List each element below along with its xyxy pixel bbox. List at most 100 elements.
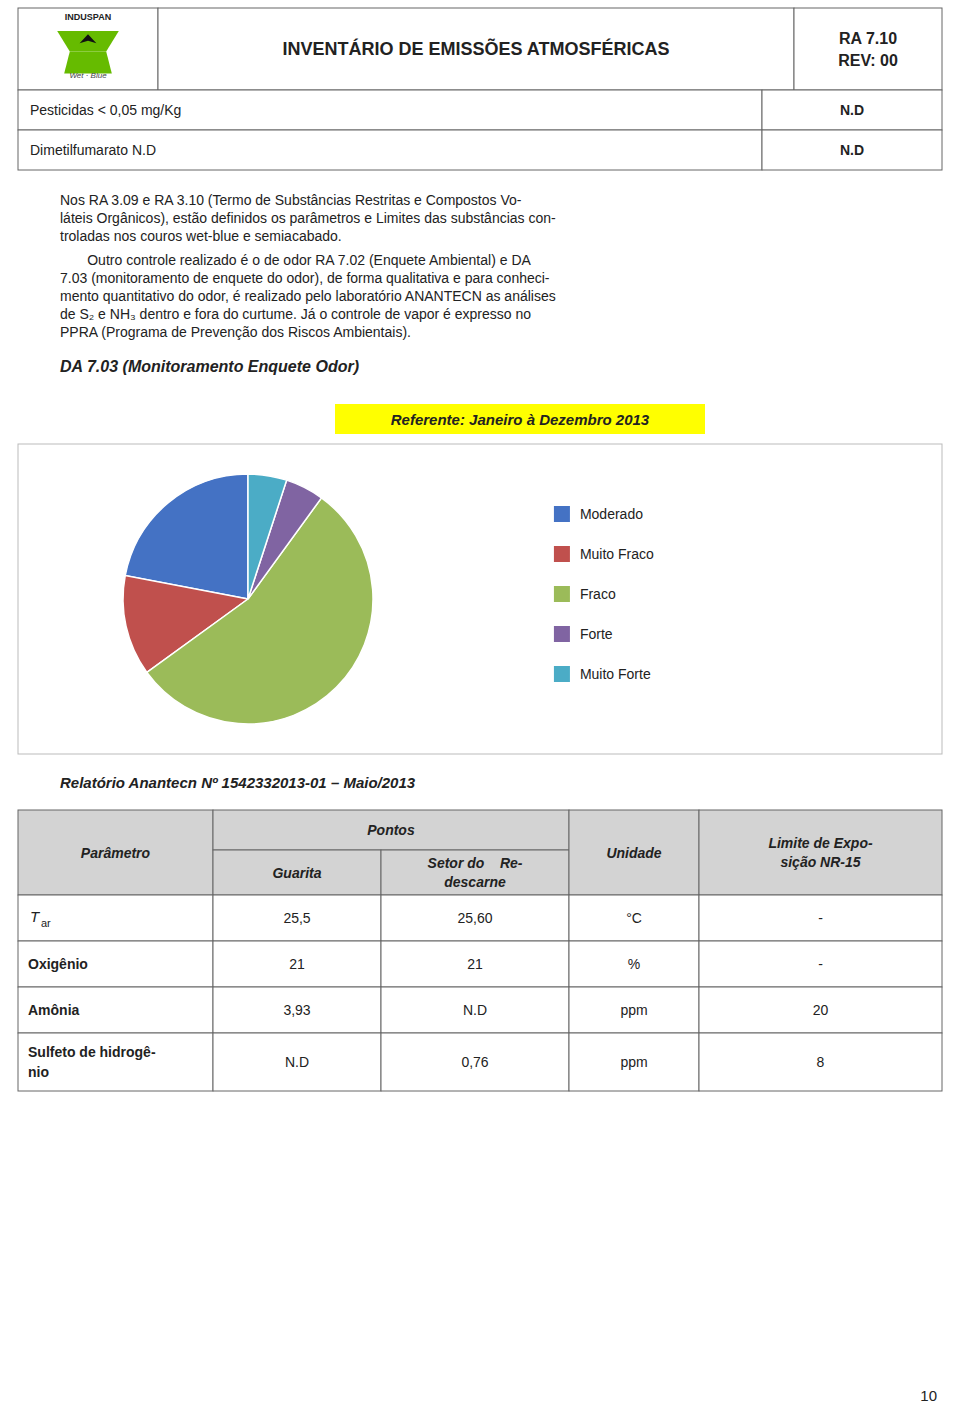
- text-line: N.D: [840, 102, 864, 118]
- table-value: ppm: [620, 1054, 647, 1070]
- paragraph-line: 7.03 (monitoramento de enquete do odor),…: [60, 270, 550, 286]
- table-cell: [381, 1033, 569, 1091]
- table-header-cell: [569, 810, 699, 895]
- text-line: descarne: [444, 874, 506, 890]
- paragraph-line: de S₂ e NH₃ dentro e fora do curtume. Já…: [60, 306, 531, 322]
- row-label: Amônia: [28, 1002, 80, 1018]
- text-line: Amônia: [28, 1002, 80, 1018]
- text-line: 25,60: [457, 910, 492, 926]
- report-title: Relatório Anantecn Nº 1542332013-01 – Ma…: [60, 773, 416, 790]
- table-header-cell: [699, 810, 942, 895]
- logo-brand: INDUSPAN: [65, 12, 111, 22]
- text-line: -: [818, 910, 823, 926]
- table-cell: [699, 987, 942, 1033]
- table-cell: [18, 895, 213, 941]
- legend-label: Moderado: [580, 506, 643, 522]
- table-header: Pontos: [367, 822, 415, 838]
- text-line: 8: [817, 1054, 825, 1070]
- pie: [123, 474, 373, 724]
- text-line: 10: [920, 1386, 937, 1403]
- text-line: Oxigênio: [28, 956, 88, 972]
- table-cell: [213, 941, 381, 987]
- table-cell: [699, 941, 942, 987]
- table-cell: [213, 987, 381, 1033]
- chart-box: [18, 444, 942, 754]
- text-line: ppm: [620, 1002, 647, 1018]
- legend-label: Muito Fraco: [580, 546, 654, 562]
- text-line: Setor do Re-: [428, 855, 523, 871]
- table-header: Unidade: [606, 845, 661, 861]
- logo-cell: [18, 8, 158, 90]
- table-cell: [18, 987, 213, 1033]
- table-value: 21: [467, 956, 483, 972]
- table-header-cell: [381, 850, 569, 895]
- table-value: %: [628, 956, 640, 972]
- text-line: troladas nos couros wet-blue e semiacaba…: [60, 228, 342, 244]
- text-line: Guarita: [272, 865, 321, 881]
- text-line: °C: [626, 910, 642, 926]
- text-line: Pontos: [367, 822, 415, 838]
- text-line: Relatório Anantecn Nº 1542332013-01 – Ma…: [60, 773, 416, 790]
- text-line: 21: [467, 956, 483, 972]
- text-line: Limite de Expo-: [768, 835, 873, 851]
- text-line: %: [628, 956, 640, 972]
- text-line: 7.03 (monitoramento de enquete do odor),…: [60, 270, 550, 286]
- restriction-cell: [18, 90, 762, 130]
- restriction-cell: [762, 130, 942, 170]
- text-line: Nos RA 3.09 e RA 3.10 (Termo de Substânc…: [60, 192, 522, 208]
- text-line: Fraco: [580, 586, 616, 602]
- table-cell: [569, 987, 699, 1033]
- restriction-value: N.D: [840, 102, 864, 118]
- text-line: Unidade: [606, 845, 661, 861]
- row-label: Oxigênio: [28, 956, 88, 972]
- text-line: Pesticidas < 0,05 mg/Kg: [30, 102, 181, 118]
- legend-swatch: [554, 506, 570, 522]
- text-line: Muito Forte: [580, 666, 651, 682]
- text-line: ppm: [620, 1054, 647, 1070]
- table-value: 25,5: [283, 910, 310, 926]
- text-line: nio: [28, 1064, 49, 1080]
- table-cell: [381, 895, 569, 941]
- table-header: Limite de Expo-sição NR-15: [768, 835, 873, 871]
- text-line: -: [818, 956, 823, 972]
- text-line: T: [30, 908, 41, 925]
- table-header: Setor do Re-descarne: [428, 855, 523, 891]
- legend-swatch: [554, 666, 570, 682]
- header-ra: RA 7.10REV: 00: [838, 29, 898, 68]
- row-label: T: [30, 908, 41, 925]
- table-cell: [699, 895, 942, 941]
- text-line: Parâmetro: [81, 845, 151, 861]
- table-value: 3,93: [283, 1002, 310, 1018]
- text-line: 21: [289, 956, 305, 972]
- text-line: DA 7.03 (Monitoramento Enquete Odor): [60, 358, 359, 375]
- text-line: 20: [813, 1002, 829, 1018]
- logo-shape: [80, 34, 97, 43]
- chart-title: DA 7.03 (Monitoramento Enquete Odor): [60, 358, 359, 375]
- logo-shape: [57, 31, 119, 52]
- table-cell: [699, 1033, 942, 1091]
- legend-swatch: [554, 586, 570, 602]
- row-label-subscript: ar: [41, 917, 51, 929]
- table-value: 0,76: [461, 1054, 488, 1070]
- table-cell: [569, 895, 699, 941]
- table-header: Parâmetro: [81, 845, 151, 861]
- text-line: Wet · Blue: [69, 71, 107, 80]
- table-cell: [18, 941, 213, 987]
- logo-tagline: Wet · Blue: [69, 71, 107, 80]
- row-label: Sulfeto de hidrogê-nio: [28, 1044, 156, 1080]
- text-line: N.D: [840, 142, 864, 158]
- paragraph-line: láteis Orgânicos), estão definidos os pa…: [60, 210, 556, 226]
- paragraph-line: mento quantitativo do odor, é realizado …: [60, 288, 556, 304]
- text-line: Muito Fraco: [580, 546, 654, 562]
- text-line: N.D: [463, 1002, 487, 1018]
- table-value: ppm: [620, 1002, 647, 1018]
- text-line: REV: 00: [838, 52, 898, 69]
- text-line: Outro controle realizado é o de odor RA …: [60, 252, 531, 268]
- paragraph-line: Outro controle realizado é o de odor RA …: [60, 252, 531, 268]
- text-line: PPRA (Programa de Prevenção dos Riscos A…: [60, 324, 411, 340]
- title-cell: [158, 8, 794, 90]
- legend-label: Muito Forte: [580, 666, 651, 682]
- text-line: Dimetilfumarato N.D: [30, 142, 156, 158]
- legend-label: Forte: [580, 626, 613, 642]
- restriction-label: Pesticidas < 0,05 mg/Kg: [30, 102, 181, 118]
